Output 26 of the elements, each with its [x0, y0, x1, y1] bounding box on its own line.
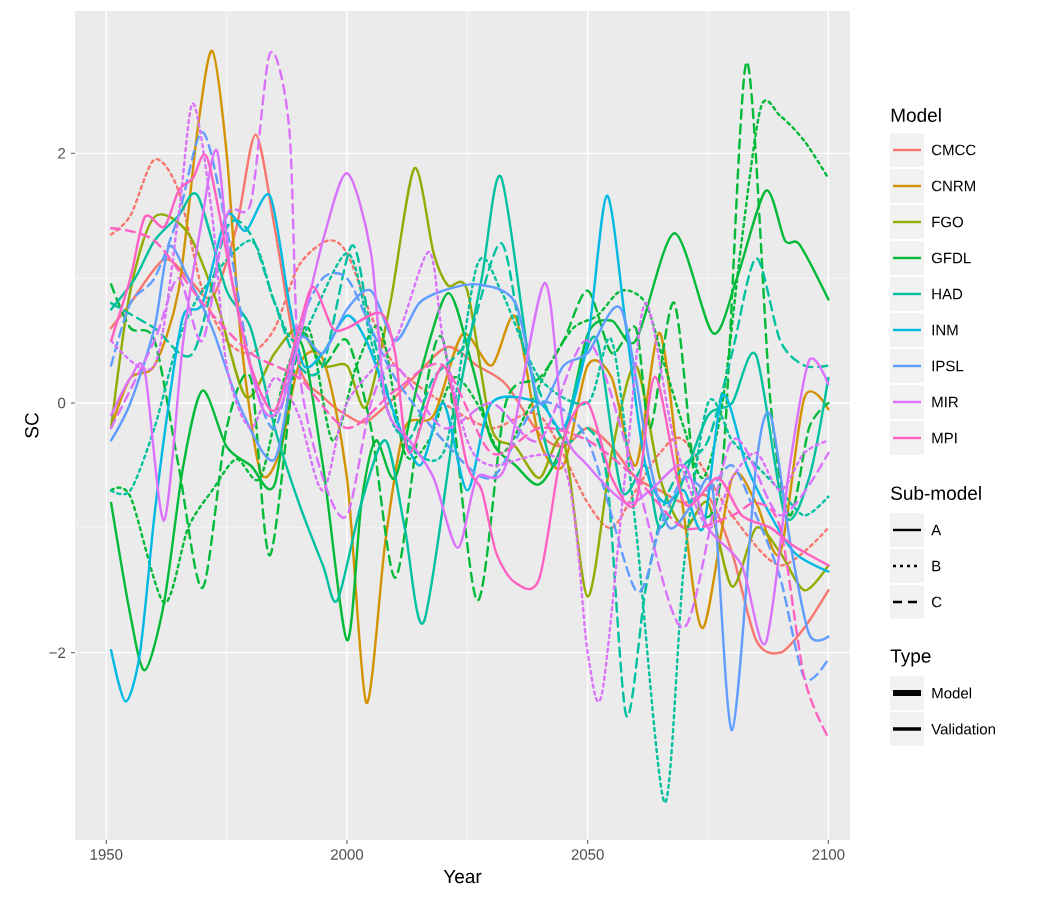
legend-label: HAD: [932, 288, 963, 300]
x-tick-label: 2050: [571, 849, 604, 860]
y-tick-label: 2: [58, 148, 66, 159]
text: C: [931, 596, 942, 608]
legend-title: Model: [891, 108, 941, 122]
text: Sub-model: [891, 486, 981, 500]
legend-label: CNRM: [931, 180, 975, 192]
legend-label: GFDL: [931, 252, 971, 264]
x-tick-label: 2000: [331, 849, 364, 860]
legend-label: CMCC: [931, 144, 976, 156]
text: A: [931, 524, 942, 536]
y-axis-title: SC: [25, 413, 39, 438]
legend-label: MPI: [932, 432, 957, 444]
text: Validation: [931, 723, 995, 735]
legend-label: IPSL: [932, 360, 964, 372]
legend-label: FGO: [932, 216, 963, 228]
text: B: [932, 560, 941, 572]
legend-label: INM: [932, 324, 958, 336]
x-axis-title: Year: [443, 869, 482, 884]
text: Model: [932, 687, 972, 699]
y-tick-label: 0: [58, 397, 66, 409]
legend-label: MIR: [932, 396, 959, 408]
y-tick-label: −2: [49, 647, 66, 658]
x-tick-label: 2100: [812, 849, 845, 860]
text: Type: [890, 649, 931, 667]
x-tick-label: 1950: [90, 849, 123, 860]
